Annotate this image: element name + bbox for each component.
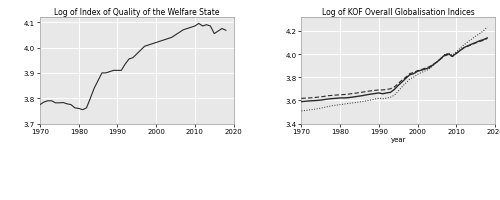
- Title: Log of Index of Quality of the Welfare State: Log of Index of Quality of the Welfare S…: [54, 8, 220, 17]
- Title: Log of KOF Overall Globalisation Indices: Log of KOF Overall Globalisation Indices: [322, 8, 474, 17]
- X-axis label: year: year: [390, 136, 406, 142]
